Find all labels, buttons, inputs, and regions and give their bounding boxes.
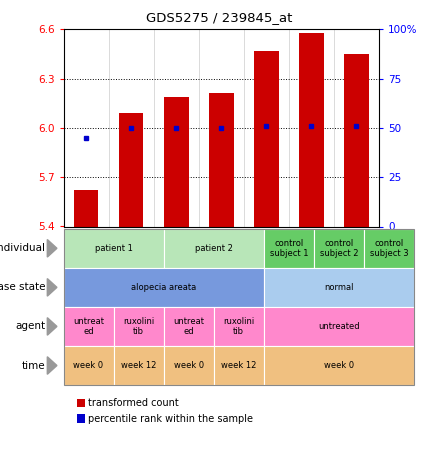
Text: ruxolini
tib: ruxolini tib <box>123 317 154 336</box>
Text: week 0: week 0 <box>173 361 204 370</box>
Bar <box>254 51 279 226</box>
Text: individual: individual <box>0 243 45 253</box>
Text: normal: normal <box>324 283 353 292</box>
Text: patient 2: patient 2 <box>195 244 233 253</box>
Bar <box>119 113 144 226</box>
Text: week 12: week 12 <box>221 361 256 370</box>
Text: agent: agent <box>15 322 45 332</box>
Bar <box>209 93 233 226</box>
Bar <box>299 33 324 226</box>
Text: ruxolini
tib: ruxolini tib <box>223 317 254 336</box>
Text: control
subject 3: control subject 3 <box>370 239 408 258</box>
Text: untreated: untreated <box>318 322 360 331</box>
Text: transformed count: transformed count <box>88 398 178 408</box>
Text: percentile rank within the sample: percentile rank within the sample <box>88 414 253 424</box>
Text: week 0: week 0 <box>74 361 104 370</box>
Text: GDS5275 / 239845_at: GDS5275 / 239845_at <box>146 11 292 24</box>
Text: control
subject 1: control subject 1 <box>269 239 308 258</box>
Text: untreat
ed: untreat ed <box>73 317 104 336</box>
Bar <box>344 54 369 226</box>
Text: alopecia areata: alopecia areata <box>131 283 196 292</box>
Text: disease state: disease state <box>0 282 45 292</box>
Text: week 12: week 12 <box>121 361 156 370</box>
Text: patient 1: patient 1 <box>95 244 133 253</box>
Bar <box>164 97 188 226</box>
Text: time: time <box>21 361 45 371</box>
Text: week 0: week 0 <box>324 361 354 370</box>
Text: control
subject 2: control subject 2 <box>320 239 358 258</box>
Bar <box>74 190 99 226</box>
Text: untreat
ed: untreat ed <box>173 317 204 336</box>
